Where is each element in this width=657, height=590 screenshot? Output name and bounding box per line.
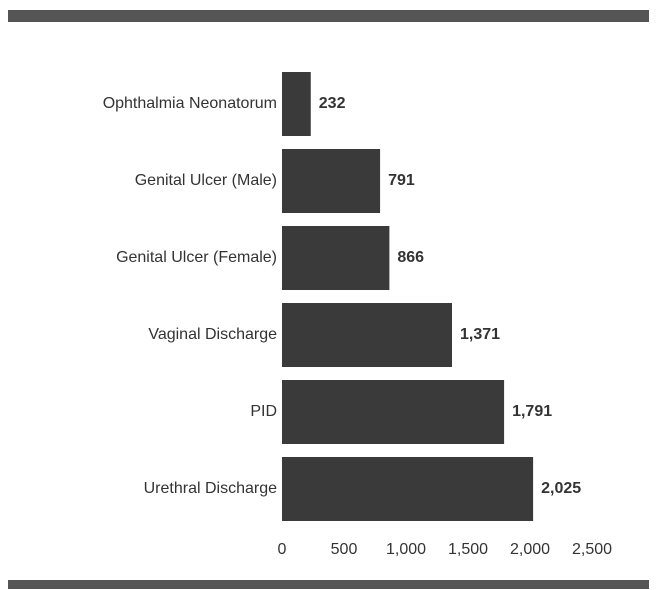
top-band	[8, 10, 649, 22]
bar	[282, 457, 534, 521]
value-label: 1,371	[460, 326, 500, 343]
bar	[282, 303, 453, 367]
bar	[282, 226, 390, 290]
category-label: Genital Ulcer (Male)	[135, 172, 277, 189]
x-tick-label: 1,500	[448, 541, 488, 558]
x-tick-label: 2,500	[572, 541, 612, 558]
category-label: Vaginal Discharge	[148, 326, 277, 343]
x-tick-label: 1,000	[386, 541, 426, 558]
category-label: PID	[250, 403, 277, 420]
x-tick-label: 2,000	[510, 541, 550, 558]
value-label: 232	[319, 95, 346, 112]
value-label: 866	[397, 249, 424, 266]
bar	[282, 149, 381, 213]
category-label: Genital Ulcer (Female)	[116, 249, 277, 266]
bottom-band	[8, 580, 649, 589]
category-label: Urethral Discharge	[144, 480, 277, 497]
bar	[282, 72, 311, 136]
value-label: 2,025	[541, 480, 581, 497]
value-label: 1,791	[512, 403, 552, 420]
x-tick-label: 0	[278, 541, 287, 558]
x-tick-label: 500	[331, 541, 358, 558]
bar	[282, 380, 505, 444]
category-label: Ophthalmia Neonatorum	[103, 95, 277, 112]
value-label: 791	[388, 172, 415, 189]
